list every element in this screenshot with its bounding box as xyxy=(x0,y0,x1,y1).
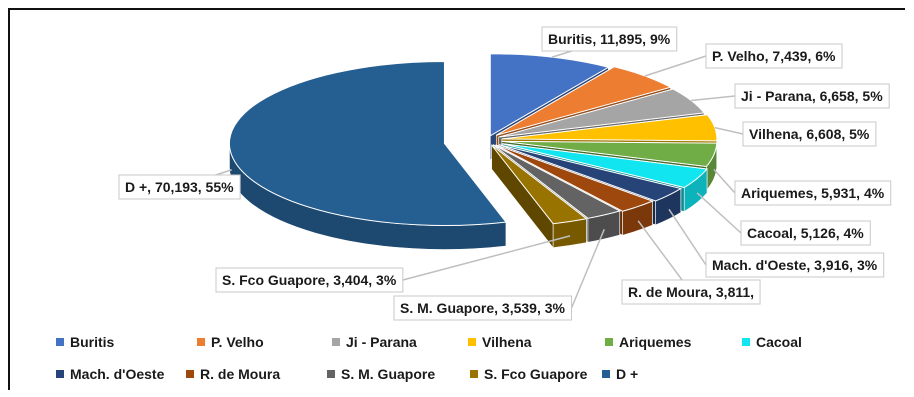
data-label-3: Vilhena, 6,608, 5% xyxy=(749,126,870,142)
data-label-box-2 xyxy=(734,83,890,109)
legend-swatch-10 xyxy=(602,370,610,378)
data-label-9: S. Fco Guapore, 3,404, 3% xyxy=(222,272,397,288)
leader-line-9 xyxy=(402,235,571,281)
pie-slice-6 xyxy=(498,144,683,202)
data-label-box-1 xyxy=(705,43,843,69)
leader-lines xyxy=(179,38,744,309)
legend-swatch-7 xyxy=(186,370,194,378)
pie-slice-7 xyxy=(495,144,654,212)
data-label-6: Mach. d'Oeste, 3,916, 3% xyxy=(712,257,878,273)
leader-line-6 xyxy=(668,208,707,266)
data-label-8: S. M. Guapore, 3,539, 3% xyxy=(400,300,566,316)
data-label-box-0 xyxy=(541,26,678,52)
leader-line-1 xyxy=(644,55,707,77)
pie-slice-2 xyxy=(498,88,706,138)
data-label-5: Cacoal, 5,126, 4% xyxy=(747,225,864,241)
pie-slice-8 xyxy=(492,144,622,219)
legend-swatch-6 xyxy=(56,370,64,378)
legend-label-8: S. M. Guapore xyxy=(341,366,435,382)
data-label-4: Ariquemes, 5,931, 4% xyxy=(741,185,885,201)
legend-swatch-9 xyxy=(470,370,478,378)
legend-swatch-3 xyxy=(468,338,476,346)
legend-swatch-1 xyxy=(197,338,205,346)
pie-slices xyxy=(228,53,718,226)
legend: Buritis P. Velho Ji - Parana Vilhena Ariquem… xyxy=(56,334,802,382)
data-label-box-6 xyxy=(705,252,885,278)
pie-slice-5 xyxy=(502,143,709,189)
legend-label-7: R. de Moura xyxy=(200,366,280,382)
pie-slice-1 xyxy=(496,66,672,136)
legend-label-9: S. Fco Guapore xyxy=(484,366,588,382)
data-label-7: R. de Moura, 3,811, xyxy=(628,284,754,300)
leader-line-2 xyxy=(691,95,736,102)
leader-line-3 xyxy=(714,126,744,135)
legend-label-1: P. Velho xyxy=(211,334,264,350)
data-label-2: Ji - Parana, 6,658, 5% xyxy=(741,88,883,104)
pie-slice-3 xyxy=(501,114,718,142)
legend-swatch-0 xyxy=(56,338,64,346)
legend-swatch-2 xyxy=(332,338,340,346)
legend-label-5: Cacoal xyxy=(756,334,802,350)
legend-label-0: Buritis xyxy=(70,334,115,350)
data-label-box-8 xyxy=(393,295,573,321)
pie-slice-4 xyxy=(501,140,718,168)
data-label-box-7 xyxy=(621,279,761,305)
legend-label-6: Mach. d'Oeste xyxy=(70,366,165,382)
legend-label-4: Ariquemes xyxy=(619,334,692,350)
pie-slice-10 xyxy=(228,60,507,226)
data-label-box-9 xyxy=(215,267,404,293)
legend-swatch-5 xyxy=(742,338,750,346)
data-label-0: Buritis, 11,895, 9% xyxy=(548,31,671,47)
data-labels: Buritis, 11,895, 9% P. Velho, 7,439, 6% Ji… xyxy=(118,26,892,321)
legend-label-2: Ji - Parana xyxy=(346,334,417,350)
legend-swatch-4 xyxy=(605,338,613,346)
pie-slice-9 xyxy=(491,144,588,225)
data-label-10: D +, 70,193, 55% xyxy=(125,179,234,195)
data-label-box-5 xyxy=(740,220,871,246)
pie-slice-0 xyxy=(489,53,610,137)
leader-line-5 xyxy=(696,192,742,234)
data-label-box-3 xyxy=(742,121,877,147)
legend-swatch-8 xyxy=(327,370,335,378)
data-label-1: P. Velho, 7,439, 6% xyxy=(712,48,836,64)
data-label-box-10 xyxy=(118,174,241,200)
leader-line-8 xyxy=(570,229,605,309)
legend-label-10: D + xyxy=(616,366,638,382)
leader-line-4 xyxy=(713,168,736,194)
legend-label-3: Vilhena xyxy=(482,334,532,350)
data-label-box-4 xyxy=(734,180,892,206)
